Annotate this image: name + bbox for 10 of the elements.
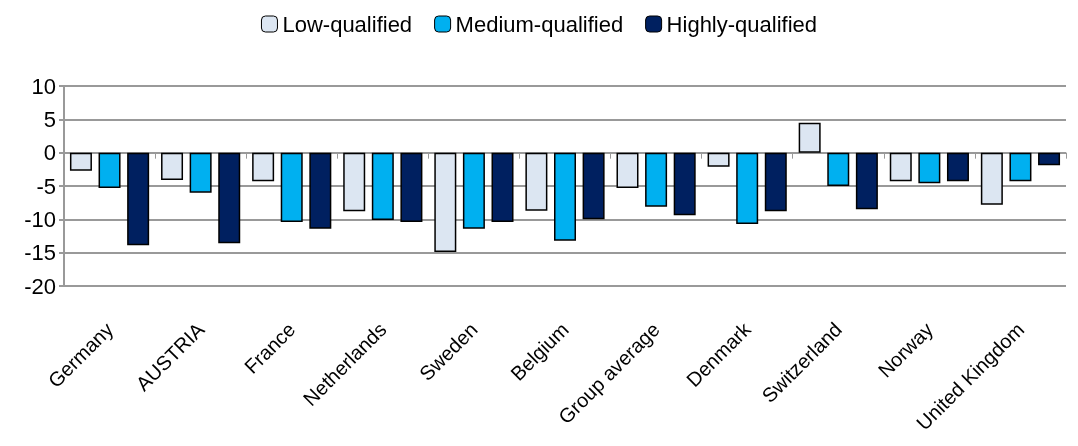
y-tick-label: 5 — [43, 106, 56, 132]
legend-label: Low-qualified — [282, 11, 413, 37]
y-tick-label: 0 — [43, 140, 56, 166]
y-tick-label: -5 — [36, 173, 56, 199]
legend-label: Highly-qualified — [666, 11, 818, 37]
y-tick-label: -15 — [24, 240, 56, 266]
y-tick-label: -20 — [24, 273, 56, 299]
y-tick-label: 10 — [31, 73, 56, 99]
legend-label: Medium-qualified — [455, 11, 624, 37]
y-tick-label: -10 — [24, 206, 56, 232]
